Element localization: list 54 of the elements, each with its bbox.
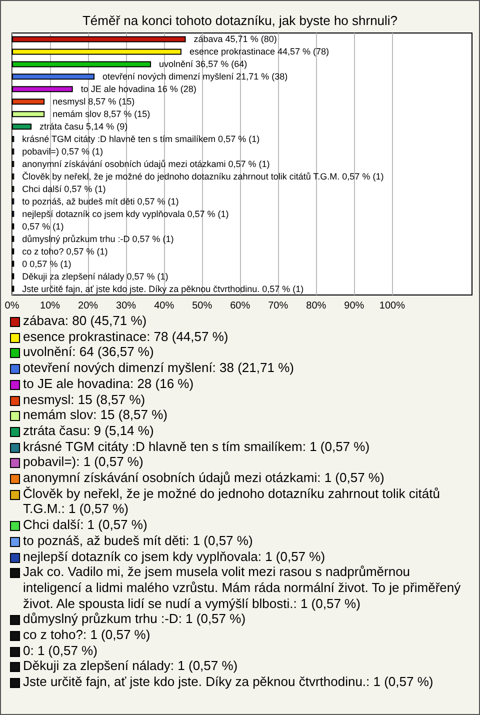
- text: nesmysl: 15 (8,57 %): [23, 392, 146, 408]
- category-label: nesmysl 8,57 % (15): [52, 96, 135, 107]
- x-tick-label: 30%: [116, 300, 136, 312]
- category-label: to JE ale hovadina 16 % (28): [80, 84, 196, 94]
- category-label: nejlepší dotazník co jsem kdy vyplňovala 0,57 % (1): [22, 208, 229, 219]
- text: 0: 1 (0,57 %): [23, 642, 98, 658]
- text: důmyslný průzkum trhu :-D: 1 (0,57 %): [23, 611, 246, 628]
- x-tick-label: 0%: [4, 300, 20, 312]
- x-tick-label: 20%: [78, 300, 98, 312]
- chart-title: Téměř na konci tohoto dotazníku, jak byste ho shrnuli?: [82, 13, 398, 28]
- category-label: uvolnění 36,57 % (64): [159, 59, 248, 70]
- text: uvolnění: 64 (36,57 %): [23, 344, 154, 360]
- text: ztráta času: 9 (5,14 %): [23, 422, 154, 439]
- category-label: anonymní získávání osobních údajů mezi otázkami 0,57 % (1): [22, 159, 270, 169]
- text: krásné TGM citáty :D hlavně ten s tím smailíkem: 1 (0,57 %): [23, 438, 370, 454]
- category-label: zábava 45,71 % (80): [194, 34, 277, 44]
- text: Člověk by neřekl, že je možné do jednoho dotazníku zahrnout tolik citátů T.G.M.: 1 (0,57 %): [23, 486, 441, 518]
- x-tick-label: 90%: [344, 300, 364, 312]
- text: nemám slov: 15 (8,57 %): [23, 407, 168, 423]
- text: nejlepší dotazník co jsem kdy vyplňovala: 1 (0,57 %): [23, 548, 326, 564]
- text: esence prokrastinace: 78 (44,57 %): [23, 328, 228, 344]
- text: anonymní získávání osobních údajů mezi otázkami: 1 (0,57 %): [23, 470, 384, 486]
- text: Jste určitě fajn, ať jste kdo jste. Díky za pěknou čtvrthodinu.: 1 (0,57 %): [23, 674, 434, 690]
- category-label: nemám slov 8,57 % (15): [52, 109, 150, 120]
- category-label: otevření nových dimenzí myšlení 21,71 % (38): [102, 72, 288, 82]
- text: pobavil=): 1 (0,57 %): [23, 454, 144, 470]
- category-label: co z toho? 0,57 % (1): [22, 246, 108, 256]
- category-label: Jste určitě fajn, ať jste kdo jste. Díky za pěknou čtvrthodinu. 0,57 % (1): [22, 284, 304, 294]
- data-label: 0,57 % (1): [22, 221, 64, 232]
- x-tick-label: 100%: [379, 300, 406, 312]
- category-label: Člověk by neřekl, že je možné do jednoho dotazníku zahrnout tolik citátů T.G.M. 0,57 % (1): [22, 171, 384, 182]
- category-label: ztráta času 5,14 % (9): [40, 122, 128, 132]
- text: otevření nových dimenzí myšlení: 38 (21,71 %): [23, 360, 294, 376]
- text: to JE ale hovadina: 28 (16 %): [23, 376, 194, 392]
- category-label: esence prokrastinace 44,57 % (78): [189, 46, 330, 57]
- x-tick-label: 80%: [306, 300, 326, 312]
- text: to poznáš, až budeš mít děti: 1 (0,57 %): [23, 532, 253, 549]
- x-tick-label: 40%: [154, 300, 174, 312]
- text: Chci další: 1 (0,57 %): [23, 517, 148, 533]
- category-label: pobavil=) 0,57 % (1): [22, 146, 103, 157]
- category-label: Chci další 0,57 % (1): [22, 184, 106, 194]
- x-tick-label: 70%: [268, 300, 288, 312]
- text: co z toho?: 1 (0,57 %): [23, 627, 150, 643]
- text: zábava: 80 (45,71 %): [23, 313, 147, 329]
- text: Jak co. Vadilo mi, že jsem musela volit mezi rasou s nadprůměrnou inteligencí a lidmi malého vzrůstu. Mám ráda normální život. To je přiměřený život. Ale spousta lidí se nudí a vymýšlí blbosti.: 1 (0,57 %): [23, 564, 462, 612]
- category-label: důmyslný průzkum trhu :-D 0,57 % (1): [22, 234, 174, 244]
- text: Děkuji za zlepšení nálady: 1 (0,57 %): [23, 658, 238, 674]
- x-tick-label: 60%: [230, 300, 250, 312]
- category-label: Děkuji za zlepšení nálady 0,57 % (1): [22, 271, 168, 282]
- category-label: 0 0,57 % (1): [22, 258, 72, 269]
- category-label: krásné TGM citáty :D hlavně ten s tím smailíkem 0,57 % (1): [22, 134, 260, 144]
- x-tick-label: 10%: [40, 300, 60, 312]
- category-label: to poznáš, až budeš mít děti 0,57 % (1): [22, 196, 179, 206]
- x-tick-label: 50%: [192, 300, 212, 312]
